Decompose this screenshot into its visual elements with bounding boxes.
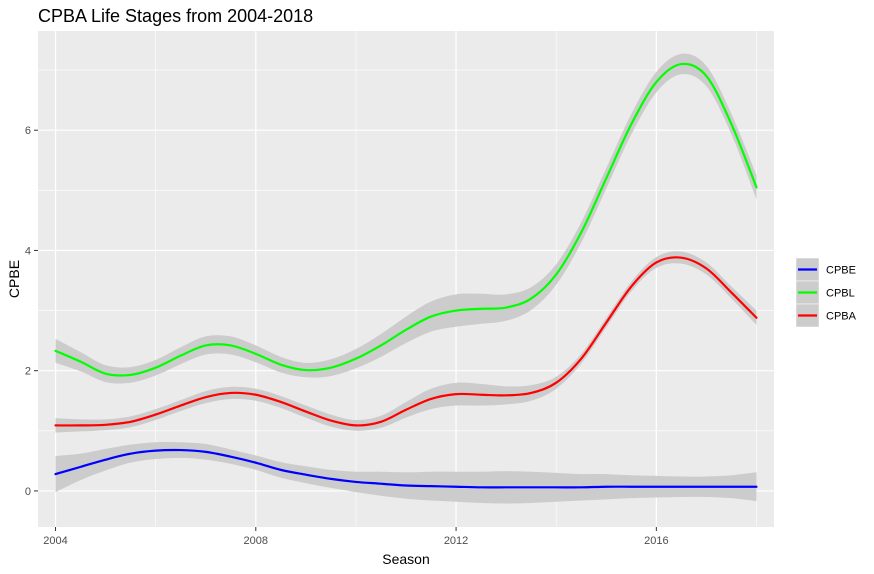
- x-tick-label: 2012: [444, 535, 468, 547]
- y-axis-title: CPBE: [6, 260, 22, 298]
- series-lines: [54, 62, 758, 489]
- legend-label-cpbl: CPBL: [826, 288, 855, 300]
- y-axis: 0 2 4 6: [25, 125, 38, 498]
- legend: CPBE CPBL CPBA: [795, 257, 857, 328]
- confidence-band-cpbl: [55, 53, 757, 384]
- major-gridlines: [38, 31, 774, 527]
- y-tick-label: 2: [25, 366, 31, 378]
- legend-label-cpba: CPBA: [826, 311, 857, 323]
- y-tick-label: 4: [25, 245, 31, 257]
- x-tick-label: 2016: [644, 535, 668, 547]
- series-line-cpbl: [54, 62, 758, 377]
- confidence-band-cpba: [55, 251, 757, 433]
- x-tick-label: 2008: [244, 535, 268, 547]
- y-tick-label: 0: [25, 486, 31, 498]
- x-axis: 2004 2008 2012 2016: [43, 527, 669, 547]
- series-line-cpbe: [54, 448, 758, 489]
- chart-title: CPBA Life Stages from 2004-2018: [38, 6, 313, 26]
- x-tick-label: 2004: [43, 535, 67, 547]
- x-axis-title: Season: [382, 551, 429, 567]
- legend-label-cpbe: CPBE: [826, 265, 856, 277]
- y-tick-label: 6: [25, 125, 31, 137]
- series-line-cpba: [54, 256, 758, 427]
